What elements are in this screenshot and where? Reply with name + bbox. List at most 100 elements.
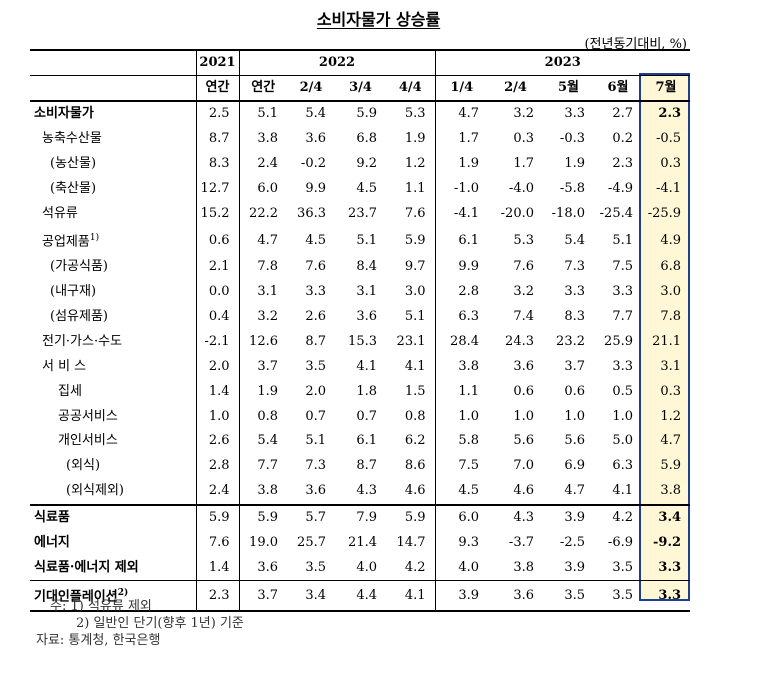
value-cell: 4.3 bbox=[488, 503, 543, 531]
row-label: (외식제외) bbox=[30, 479, 196, 505]
value-cell: 28.4 bbox=[434, 329, 488, 355]
row-label-text: 소비자물가 bbox=[34, 106, 94, 122]
value-cell-highlight: 3.0 bbox=[660, 284, 682, 300]
value-cell: 5.9 bbox=[238, 503, 287, 531]
value-cell: 8.7 bbox=[356, 458, 377, 474]
table-body: 소비자물가 2.5 5.1 5.4 5.9 5.3 4.7 3.2 3.3 2.7 2.3 농축수산물… bbox=[30, 101, 691, 612]
row-label: 농축수산물 bbox=[30, 127, 196, 152]
value-cell: -4.0 bbox=[508, 181, 534, 197]
row-label: 식료품·에너지 제외 bbox=[30, 555, 196, 580]
value-cell: -4.1 bbox=[434, 201, 488, 227]
value-cell: 2.3 bbox=[195, 580, 239, 612]
value-cell: 3.5 bbox=[543, 580, 594, 612]
period-header: 2/4 bbox=[287, 75, 335, 102]
value-cell: 4.6 bbox=[404, 483, 426, 499]
value-cell: 15.3 bbox=[348, 333, 377, 349]
value-cell: 4.5 bbox=[305, 232, 326, 248]
value-cell: 9.9 bbox=[305, 181, 326, 197]
value-cell: 8.7 bbox=[195, 126, 239, 152]
value-cell: 4.1 bbox=[386, 580, 435, 612]
value-cell: 4.2 bbox=[404, 559, 426, 575]
value-cell: 25.9 bbox=[604, 333, 633, 349]
value-cell: 7.3 bbox=[564, 259, 585, 275]
value-cell-highlight: 0.3 bbox=[660, 156, 682, 172]
value-cell: 5.6 bbox=[564, 433, 585, 449]
value-cell: 7.6 bbox=[513, 259, 534, 275]
value-cell: 23.7 bbox=[348, 206, 377, 221]
value-cell: 5.7 bbox=[287, 503, 335, 531]
value-cell: 1.2 bbox=[404, 156, 426, 172]
value-cell-highlight: 3.3 bbox=[658, 559, 682, 575]
value-cell: 1.0 bbox=[513, 408, 534, 424]
value-cell-highlight: 7.8 bbox=[660, 309, 682, 324]
value-cell: 1.4 bbox=[195, 379, 239, 405]
value-cell: 3.3 bbox=[612, 284, 633, 300]
value-cell: 3.2 bbox=[513, 284, 534, 300]
value-cell: 3.1 bbox=[356, 284, 377, 300]
value-cell: 6.2 bbox=[404, 433, 426, 449]
value-cell: 2.8 bbox=[434, 279, 488, 305]
corner-cell-2 bbox=[30, 75, 196, 102]
value-cell: 7.6 bbox=[305, 259, 326, 275]
row-label-text: (외식제외) bbox=[66, 483, 124, 499]
value-cell: 5.4 bbox=[238, 429, 287, 454]
value-cell: 2.6 bbox=[195, 429, 239, 454]
value-cell-highlight: 2.3 bbox=[658, 106, 682, 122]
value-cell: 2.0 bbox=[305, 383, 326, 399]
value-cell: 1.9 bbox=[404, 131, 426, 147]
value-cell: 1.8 bbox=[356, 383, 377, 399]
value-cell: 7.4 bbox=[513, 309, 534, 324]
value-cell: -3.7 bbox=[508, 535, 534, 551]
value-cell: 1.0 bbox=[434, 404, 488, 430]
value-cell: 5.4 bbox=[564, 232, 585, 248]
table-title: 소비자물가 상승률 bbox=[316, 10, 441, 29]
value-cell: 2.3 bbox=[612, 156, 633, 172]
value-cell: 8.3 bbox=[195, 151, 239, 177]
value-cell-highlight: -4.1 bbox=[655, 181, 682, 197]
value-cell: 4.1 bbox=[612, 483, 633, 499]
table-row: 공공서비스 1.0 0.8 0.7 0.7 0.8 1.0 1.0 1.0 1.0 1.2 bbox=[30, 404, 690, 430]
value-cell: 0.2 bbox=[612, 131, 633, 147]
value-cell: -2.1 bbox=[195, 329, 239, 355]
value-cell: 3.1 bbox=[238, 279, 287, 305]
value-cell: 1.7 bbox=[434, 126, 488, 152]
value-cell: 5.9 bbox=[386, 503, 435, 531]
value-cell: 1.5 bbox=[404, 383, 426, 399]
value-cell: 3.6 bbox=[513, 358, 534, 374]
row-label: 개인서비스 bbox=[30, 429, 196, 454]
row-label-text: 식료품·에너지 제외 bbox=[34, 559, 139, 575]
row-label-text: 집세 bbox=[58, 383, 82, 399]
value-cell-highlight: -9.2 bbox=[653, 535, 682, 551]
value-cell: 12.6 bbox=[238, 329, 287, 355]
value-cell: 3.5 bbox=[305, 358, 326, 374]
table-row: 식료품 5.9 5.9 5.7 7.9 5.9 6.0 4.3 3.9 4.2 3.4 bbox=[30, 503, 691, 531]
header-row-years: 2021 2022 2023 bbox=[30, 49, 691, 76]
value-cell: 0.7 bbox=[356, 408, 377, 424]
value-cell: 7.6 bbox=[195, 530, 239, 556]
value-cell: -0.2 bbox=[300, 156, 326, 172]
value-cell: 3.9 bbox=[434, 580, 488, 612]
value-cell: 7.0 bbox=[513, 458, 534, 474]
row-label: 공공서비스 bbox=[30, 404, 196, 429]
value-cell: 4.5 bbox=[434, 478, 488, 505]
table-row: 개인서비스 2.6 5.4 5.1 6.1 6.2 5.8 5.6 5.6 5.0 4.7 bbox=[30, 429, 690, 454]
table-row: (내구재) 0.0 3.1 3.3 3.1 3.0 2.8 3.2 3.3 3.3 3.0 bbox=[30, 279, 690, 305]
value-cell: 3.5 bbox=[305, 559, 326, 575]
value-cell: 36.3 bbox=[297, 206, 326, 221]
row-label-text: 기대인플레이션 bbox=[34, 589, 118, 605]
value-cell-highlight: 3.8 bbox=[660, 483, 682, 499]
value-cell: 5.1 bbox=[404, 309, 426, 324]
value-cell: 9.2 bbox=[356, 156, 377, 172]
value-cell: 1.4 bbox=[195, 555, 239, 581]
value-cell: 3.8 bbox=[434, 354, 488, 380]
unit-note: (전년동기대비, %) bbox=[584, 37, 687, 52]
row-label: 서 비 스 bbox=[30, 354, 196, 379]
value-cell: 21.4 bbox=[348, 535, 377, 551]
value-cell: 4.7 bbox=[564, 483, 585, 499]
footnote-1: 주: 1) 석유류 제외 bbox=[50, 599, 152, 614]
row-label: (내구재) bbox=[30, 280, 196, 305]
value-cell: 19.0 bbox=[238, 530, 287, 556]
value-cell: 7.7 bbox=[238, 453, 287, 479]
value-cell: 5.3 bbox=[404, 106, 426, 122]
value-cell: -4.9 bbox=[607, 181, 633, 197]
